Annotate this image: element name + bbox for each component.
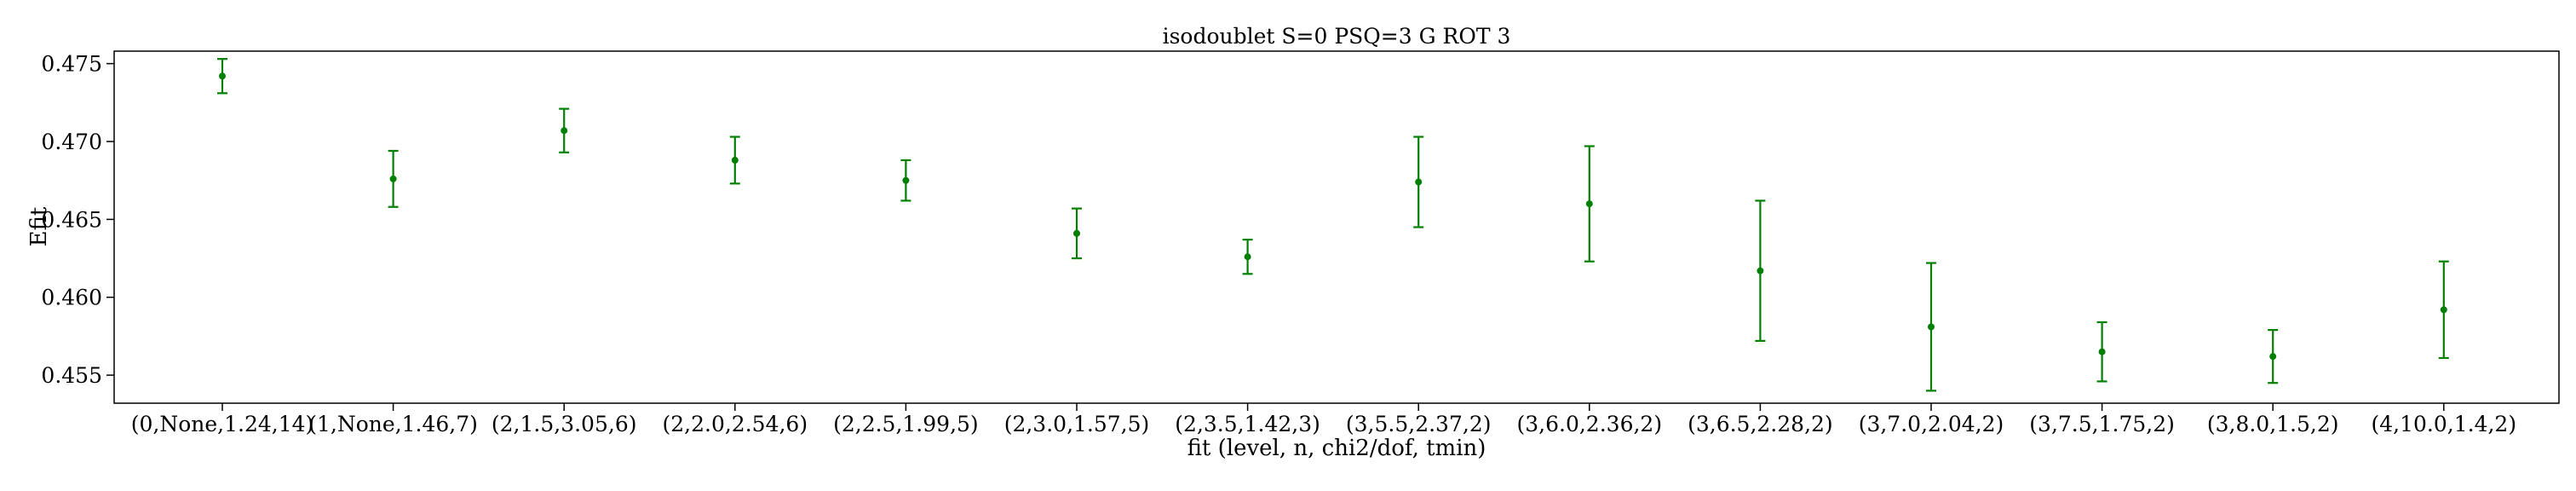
data-point (1073, 229, 1080, 237)
y-tick-label: 0.455 (41, 363, 102, 388)
x-tick-label: (1,None,1.46,7) (308, 412, 478, 436)
y-tick-label: 0.475 (41, 52, 102, 77)
data-point (902, 176, 910, 184)
plot-area (113, 50, 2560, 404)
x-tick-label: (3,6.0,2.36,2) (1517, 412, 1663, 436)
chart-title: isodoublet S=0 PSQ=3 G ROT 3 (1163, 24, 1511, 49)
x-tick-label: (3,7.5,1.75,2) (2029, 412, 2175, 436)
data-point (2440, 306, 2447, 314)
x-axis: (0,None,1.24,14)(1,None,1.46,7) (2,1.5,3.… (131, 403, 2516, 436)
x-tick-label: (3,7.0,2.04,2) (1859, 412, 2004, 436)
x-axis-label: fit (level, n, chi2/dof, tmin) (1187, 436, 1486, 461)
x-tick-label: (2,2.0,2.54,6) (663, 412, 808, 436)
x-tick-label: (2,1.5,3.05,6) (492, 412, 637, 436)
x-tick-label: (4,10.0,1.4,2) (2372, 412, 2517, 436)
data-point (561, 127, 568, 135)
x-tick-label: (3,6.5,2.28,2) (1688, 412, 1833, 436)
y-tick-label: 0.470 (41, 130, 102, 154)
data-point (389, 175, 397, 182)
y-axis-label: Efit (26, 206, 52, 246)
y-axis: 0.455 0.460 0.465 0.470 0.475 (41, 52, 114, 388)
y-tick-label: 0.460 (41, 286, 102, 310)
data-point (1757, 267, 1764, 274)
y-tick-label: 0.465 (41, 207, 102, 232)
x-tick-label: (2,3.0,1.57,5) (1004, 412, 1150, 436)
data-point (1244, 253, 1251, 261)
x-tick-label: (2,2.5,1.99,5) (833, 412, 979, 436)
data-point (1415, 178, 1423, 186)
data-point (2269, 353, 2277, 361)
data-point (731, 156, 739, 164)
x-tick-label: (2,3.5,1.42,3) (1175, 412, 1320, 436)
data-points (217, 58, 2449, 392)
data-point (2098, 348, 2106, 355)
x-tick-label: (3,8.0,1.5,2) (2207, 412, 2339, 436)
data-point (1928, 323, 1935, 331)
data-point (1585, 200, 1593, 208)
data-point (219, 72, 226, 80)
x-tick-label: (3,5.5,2.37,2) (1346, 412, 1492, 436)
x-tick-label: (0,None,1.24,14) (131, 412, 314, 436)
